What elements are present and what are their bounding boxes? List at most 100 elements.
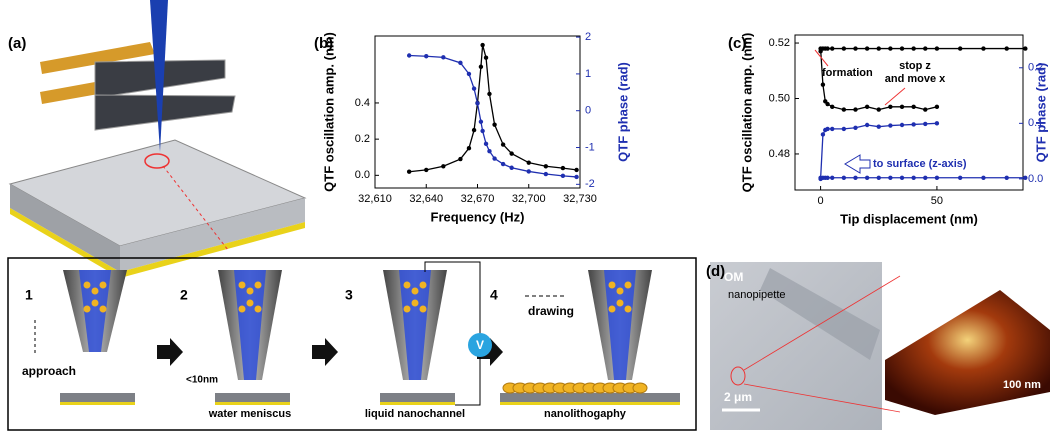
- data-point: [820, 132, 826, 137]
- step-arrow: [157, 338, 183, 366]
- arrow: [844, 154, 871, 174]
- data-point: [543, 164, 549, 169]
- y2-tick-label: 0: [585, 105, 591, 117]
- data-point: [888, 46, 893, 51]
- data-point: [841, 46, 847, 51]
- data-point: [825, 175, 830, 180]
- data-point: [825, 46, 830, 51]
- gold-layer: [60, 402, 135, 405]
- data-point: [574, 174, 579, 180]
- data-point: [1004, 46, 1009, 51]
- y2-axis-label: QTF phase (rad): [615, 62, 630, 162]
- x-tick-label: 32,700: [512, 193, 546, 205]
- data-point: [981, 46, 986, 51]
- annotation: stop z: [899, 60, 931, 72]
- x-tick-label: 0: [818, 195, 824, 207]
- data-point: [500, 161, 506, 167]
- process-steps: 1 2 3 4 approach <10nm water meniscus liquid na…: [22, 261, 680, 420]
- data-point: [424, 54, 429, 59]
- pipette-image: [760, 268, 880, 360]
- x-axis-label: Tip displacement (nm): [840, 211, 978, 226]
- x-tick-label: 50: [931, 195, 943, 207]
- y-tick-label: 0.2: [355, 133, 370, 145]
- data-point: [458, 60, 463, 66]
- data-point: [957, 175, 963, 180]
- particle: [616, 299, 624, 307]
- data-point: [876, 175, 881, 180]
- data-point: [899, 175, 905, 180]
- nanopipette: [150, 0, 168, 152]
- series-line: [409, 54, 577, 178]
- deposit: [632, 382, 648, 394]
- data-point: [560, 173, 566, 179]
- scale-label: 100 nm: [1003, 379, 1041, 391]
- particle: [624, 305, 632, 313]
- data-point: [911, 46, 916, 51]
- step-number: 1: [25, 287, 33, 303]
- om-label: OM: [724, 270, 743, 284]
- qtf-lead: [40, 42, 155, 74]
- particle: [99, 281, 107, 289]
- particle: [246, 299, 254, 307]
- data-point: [876, 107, 881, 112]
- circuit: [424, 261, 481, 406]
- series-line: [409, 44, 577, 173]
- data-point: [899, 104, 905, 110]
- data-point: [1023, 46, 1028, 51]
- data-point: [526, 160, 531, 165]
- pipette-label: nanopipette: [728, 289, 786, 301]
- data-point: [864, 175, 870, 180]
- data-point: [888, 104, 893, 110]
- data-point: [825, 126, 830, 132]
- data-point: [923, 46, 928, 51]
- data-point: [853, 46, 858, 51]
- data-point: [574, 167, 579, 173]
- data-point: [853, 107, 858, 112]
- y2-axis-label: QTF phase (rad): [1033, 63, 1048, 163]
- data-point: [483, 55, 489, 60]
- data-point: [934, 46, 940, 51]
- y-tick-label: 0.52: [769, 37, 790, 49]
- y-tick-label: 0.50: [769, 92, 790, 104]
- x-axis-label: Frequency (Hz): [431, 209, 525, 224]
- x-tick-label: 32,730: [563, 193, 597, 205]
- y-tick-label: 0.0: [355, 169, 370, 181]
- data-point: [876, 46, 881, 51]
- data-point: [509, 151, 514, 156]
- x-tick-label: 32,610: [358, 193, 392, 205]
- particle: [238, 281, 246, 289]
- particle: [624, 281, 632, 289]
- data-point: [841, 175, 847, 180]
- solution: [399, 270, 431, 380]
- step-text: nanolithogaphy: [544, 408, 627, 420]
- data-point: [864, 104, 870, 110]
- data-point: [478, 119, 484, 124]
- substrate: [215, 393, 290, 402]
- data-point: [853, 125, 858, 130]
- step-text: <10nm: [186, 375, 218, 386]
- y2-tick-label: -2: [585, 178, 595, 190]
- data-point: [820, 82, 826, 87]
- qtf-prong: [94, 94, 236, 131]
- arrow: [884, 87, 906, 106]
- data-point: [500, 142, 506, 147]
- panel-label: (a): [8, 35, 26, 52]
- series-line: [820, 47, 1026, 52]
- substrate-side: [10, 184, 120, 272]
- voltmeter: [468, 333, 492, 357]
- data-point: [888, 123, 893, 128]
- data-point: [957, 46, 963, 51]
- focus-circle: [730, 366, 746, 386]
- y-axis-label: QTF oscillation amp. (nm): [321, 32, 336, 192]
- data-point: [830, 126, 835, 132]
- data-point: [441, 55, 446, 60]
- substrate-front: [120, 198, 305, 272]
- data-point: [487, 91, 492, 97]
- gold-layer: [215, 402, 290, 405]
- particle: [83, 305, 91, 313]
- zoom-line: [743, 383, 901, 413]
- data-point: [480, 128, 485, 134]
- data-point: [923, 107, 928, 112]
- particle: [403, 281, 411, 289]
